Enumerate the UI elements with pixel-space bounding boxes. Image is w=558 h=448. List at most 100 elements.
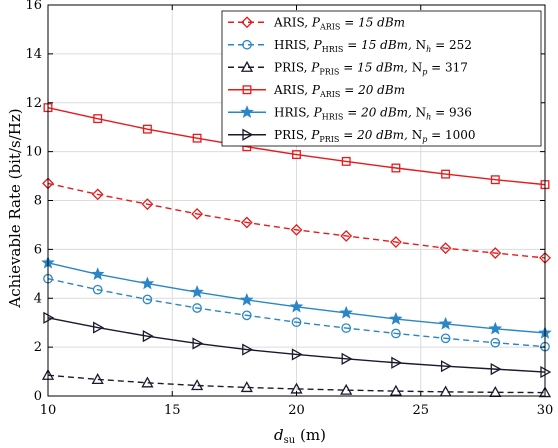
x-tick-label: 20 (288, 403, 305, 418)
data-point (489, 247, 502, 259)
legend-item: PRIS, PPRIS = 20 dBm, Np = 1000 (228, 128, 476, 144)
data-point (391, 163, 401, 173)
y-tick-label: 0 (34, 389, 42, 404)
series-line (47, 106, 546, 186)
data-point (341, 323, 352, 333)
y-tick-label: 14 (25, 47, 42, 62)
data-point (440, 333, 451, 344)
y-tick-label: 10 (25, 145, 42, 160)
data-point (242, 343, 254, 356)
data-point (142, 330, 154, 343)
data-point (490, 337, 501, 348)
legend-marker (241, 16, 253, 29)
data-point (90, 267, 105, 281)
y-tick-label: 4 (34, 291, 42, 306)
data-point (190, 379, 204, 391)
legend-item: HRIS, PHRIS = 20 dBm, Nh = 936 (228, 105, 472, 121)
legend-label: ARIS, PARIS = 15 dBm (273, 15, 405, 31)
y-axis-label: Achievable Rate (bit/s/Hz) (6, 108, 24, 308)
series-6 (43, 311, 552, 379)
data-point (142, 294, 153, 305)
data-point (191, 208, 204, 220)
data-point (490, 175, 500, 185)
legend-item: ARIS, PARIS = 20 dBm (228, 83, 405, 99)
data-point (91, 188, 104, 201)
data-point (341, 352, 353, 365)
series-1 (42, 177, 551, 264)
data-point (140, 276, 155, 290)
data-point (141, 376, 154, 388)
x-axis-label-subscript: su (284, 435, 296, 446)
legend-label: ARIS, PARIS = 20 dBm (273, 83, 405, 99)
series-layer (41, 103, 552, 398)
data-point (91, 373, 104, 385)
data-point (438, 316, 453, 330)
data-point (439, 242, 452, 255)
x-axis-label: dsu (m) (274, 426, 326, 446)
data-point (291, 317, 302, 328)
legend-marker (240, 105, 254, 118)
data-point (538, 386, 552, 398)
x-axis-label-symbol: d (274, 426, 284, 444)
data-point (142, 124, 152, 134)
data-point (340, 230, 353, 242)
series-line (47, 182, 546, 259)
y-tick-label: 8 (34, 194, 42, 209)
legend-item: HRIS, PHRIS = 15 dBm, Nh = 252 (228, 38, 472, 54)
data-point (292, 150, 301, 160)
data-point (340, 383, 353, 395)
legend-label: PRIS, PPRIS = 15 dBm, Np = 317 (274, 60, 468, 76)
x-tick-label: 25 (412, 403, 429, 418)
legend-marker (240, 60, 254, 72)
legend-label: PRIS, PPRIS = 20 dBm, Np = 1000 (274, 128, 476, 144)
data-point (141, 198, 154, 211)
legend-box (221, 10, 542, 147)
data-point (192, 337, 204, 350)
y-tick-label: 6 (34, 242, 42, 257)
data-point (289, 299, 304, 313)
data-point (389, 236, 402, 248)
data-point (290, 223, 303, 236)
data-point (92, 284, 103, 295)
data-point (441, 169, 451, 179)
data-point (389, 384, 403, 396)
data-point (93, 114, 103, 124)
data-point (490, 363, 502, 376)
legend-label: HRIS, PHRIS = 20 dBm, Nh = 936 (274, 105, 472, 121)
data-point (190, 285, 204, 298)
y-tick-label: 16 (25, 0, 42, 13)
legend-marker (242, 39, 252, 50)
data-point (291, 348, 303, 361)
data-point (93, 321, 105, 334)
legend-item: ARIS, PARIS = 15 dBm (228, 15, 405, 31)
legend-item: PRIS, PPRIS = 15 dBm, Np = 317 (228, 60, 468, 76)
data-point (391, 356, 403, 369)
x-tick-label: 15 (164, 403, 181, 418)
x-tick-label: 10 (40, 403, 57, 418)
series-line (47, 374, 546, 394)
data-point (241, 310, 252, 321)
data-point (240, 381, 253, 393)
legend: ARIS, PARIS = 15 dBm HRIS, PHRIS = 15 dBm… (221, 10, 542, 147)
y-tick-label: 2 (34, 340, 42, 355)
data-point (240, 292, 254, 306)
y-tick-label: 12 (25, 96, 42, 111)
legend-marker (242, 128, 254, 141)
series-line (47, 317, 546, 373)
legend-marker (242, 85, 252, 95)
legend-label: HRIS, PHRIS = 15 dBm, Nh = 252 (274, 38, 472, 54)
data-point (488, 321, 503, 335)
series-line (47, 278, 546, 348)
data-point (389, 311, 403, 325)
data-point (240, 216, 253, 229)
data-point (192, 133, 202, 143)
x-axis-label-unit: (m) (295, 426, 326, 444)
data-point (192, 303, 202, 313)
x-tick-label: 30 (537, 403, 554, 418)
data-point (440, 360, 452, 373)
data-point (341, 156, 351, 166)
series-3 (41, 368, 552, 398)
data-point (339, 305, 353, 319)
ticks: 10 15 20 25 30 0 2 4 6 8 10 12 14 16 (25, 0, 553, 418)
